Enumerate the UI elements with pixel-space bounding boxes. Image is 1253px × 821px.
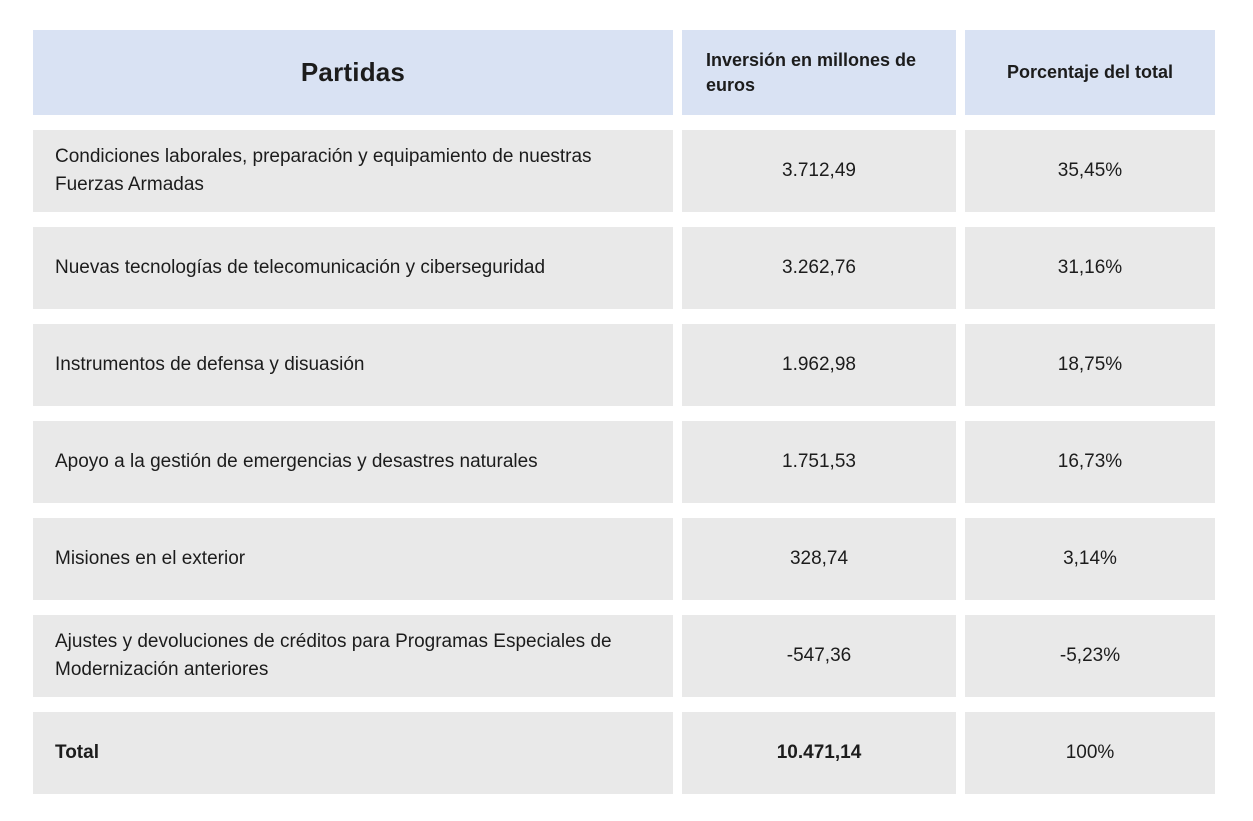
table-row-label: Instrumentos de defensa y disuasión xyxy=(33,324,673,406)
row-inversion-value: 3.712,49 xyxy=(782,160,856,181)
row-inversion-value: 1.751,53 xyxy=(782,451,856,472)
row-porcentaje-value: 3,14% xyxy=(1063,548,1117,569)
table-row-porcentaje: -5,23% xyxy=(965,615,1215,697)
table-row-inversion: 328,74 xyxy=(682,518,956,600)
investment-table: Partidas Inversión en millones de euros … xyxy=(33,30,1253,794)
table-row-inversion: 3.712,49 xyxy=(682,130,956,212)
row-porcentaje-value: -5,23% xyxy=(1059,645,1121,666)
row-porcentaje-value: 31,16% xyxy=(1057,257,1123,278)
table-row-label: Condiciones laborales, preparación y equ… xyxy=(33,130,673,212)
column-header-porcentaje-label: Porcentaje del total xyxy=(1006,62,1174,82)
table-row-porcentaje: 3,14% xyxy=(965,518,1215,600)
table-row-porcentaje: 16,73% xyxy=(965,421,1215,503)
row-partida-text: Misiones en el exterior xyxy=(55,548,246,570)
table-row-label: Nuevas tecnologías de telecomunicación y… xyxy=(33,227,673,309)
row-inversion-value: 1.962,98 xyxy=(782,354,856,375)
table-row-porcentaje: 31,16% xyxy=(965,227,1215,309)
row-porcentaje-value: 35,45% xyxy=(1057,160,1123,181)
column-header-partidas-label: Partidas xyxy=(300,57,406,87)
table-row-porcentaje: 18,75% xyxy=(965,324,1215,406)
table-row-label: Misiones en el exterior xyxy=(33,518,673,600)
total-row-inversion: 10.471,14 xyxy=(682,712,956,794)
table-row-inversion: 1.751,53 xyxy=(682,421,956,503)
table-row-label: Ajustes y devoluciones de créditos para … xyxy=(33,615,673,697)
table-row-label: Apoyo a la gestión de emergencias y desa… xyxy=(33,421,673,503)
total-label-text: Total xyxy=(55,742,99,764)
row-inversion-value: -547,36 xyxy=(786,645,852,666)
total-inversion-value: 10.471,14 xyxy=(776,742,862,763)
column-header-partidas: Partidas xyxy=(33,30,673,115)
total-porcentaje-value: 100% xyxy=(1065,742,1115,763)
row-partida-text: Instrumentos de defensa y disuasión xyxy=(55,354,365,376)
row-inversion-value: 328,74 xyxy=(789,548,849,569)
row-inversion-value: 3.262,76 xyxy=(782,257,856,278)
total-row-label: Total xyxy=(33,712,673,794)
table-row-porcentaje: 35,45% xyxy=(965,130,1215,212)
total-row-porcentaje: 100% xyxy=(965,712,1215,794)
column-header-porcentaje: Porcentaje del total xyxy=(965,30,1215,115)
row-partida-text: Nuevas tecnologías de telecomunicación y… xyxy=(55,257,546,279)
row-porcentaje-value: 16,73% xyxy=(1057,451,1123,472)
row-partida-text: Ajustes y devoluciones de créditos para … xyxy=(55,631,612,680)
table-row-inversion: -547,36 xyxy=(682,615,956,697)
row-partida-text: Apoyo a la gestión de emergencias y desa… xyxy=(55,451,538,473)
column-header-inversion: Inversión en millones de euros xyxy=(682,30,956,115)
row-porcentaje-value: 18,75% xyxy=(1057,354,1123,375)
column-header-inversion-label: Inversión en millones de euros xyxy=(706,50,917,95)
table-row-inversion: 3.262,76 xyxy=(682,227,956,309)
row-partida-text: Condiciones laborales, preparación y equ… xyxy=(55,146,592,195)
table-row-inversion: 1.962,98 xyxy=(682,324,956,406)
